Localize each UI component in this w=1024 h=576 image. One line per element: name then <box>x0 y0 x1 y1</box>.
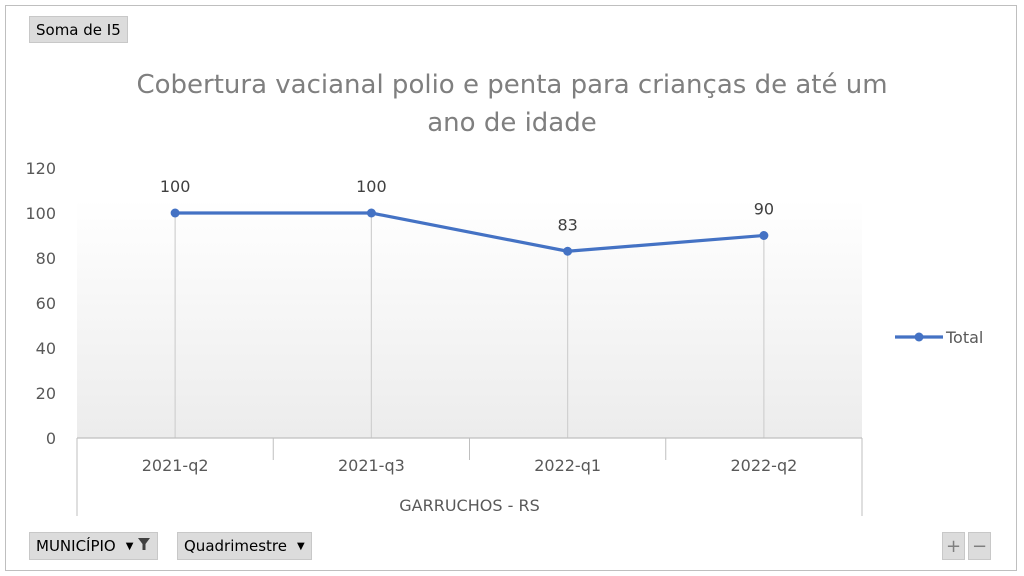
x-tick-label: 2022-q2 <box>730 456 797 475</box>
value-field-button[interactable]: Soma de I5 <box>29 16 128 43</box>
collapse-button[interactable]: − <box>968 532 991 560</box>
y-tick-label: 120 <box>25 159 56 178</box>
y-tick-label: 40 <box>36 339 56 358</box>
series-line <box>175 211 765 253</box>
data-label: 100 <box>356 177 387 196</box>
chart-title-line-2: ano de idade <box>427 108 597 138</box>
filter-icon[interactable] <box>137 537 151 555</box>
quadrimestre-field-button[interactable]: Quadrimestre ▼ <box>177 532 312 560</box>
data-label: 90 <box>754 200 774 219</box>
legend-label: Total <box>945 328 983 347</box>
data-label: 100 <box>160 177 191 196</box>
y-tick-label: 20 <box>36 384 56 403</box>
x-tick-label: 2021-q2 <box>142 456 209 475</box>
series-total <box>170 208 769 256</box>
expand-button[interactable]: + <box>942 532 965 560</box>
data-labels: 100 100 83 90 <box>160 177 774 234</box>
data-point <box>563 246 573 256</box>
x-tick-label: 2022-q1 <box>534 456 601 475</box>
data-label: 83 <box>557 215 577 234</box>
minus-icon: − <box>971 535 988 557</box>
data-point <box>759 231 769 240</box>
y-tick-label: 80 <box>36 249 56 268</box>
drop-lines <box>174 213 765 438</box>
y-axis: 0 20 40 60 80 100 120 <box>25 159 56 448</box>
y-tick-label: 0 <box>46 429 56 448</box>
y-tick-label: 100 <box>25 204 56 223</box>
data-point <box>170 208 180 218</box>
value-field-label: Soma de I5 <box>36 20 121 39</box>
municipio-field-button[interactable]: MUNICÍPIO ▼ <box>29 532 159 560</box>
legend-marker <box>914 332 924 342</box>
chart-title-line-1: Cobertura vacianal polio e penta para cr… <box>136 70 887 100</box>
y-tick-label: 60 <box>36 294 56 313</box>
x-axis-group-label: GARRUCHOS - RS <box>399 496 539 515</box>
plot-area <box>77 199 862 438</box>
plus-icon: + <box>945 535 962 557</box>
legend: Total <box>895 328 983 347</box>
x-tick-label: 2021-q3 <box>338 456 405 475</box>
chevron-down-icon[interactable]: ▼ <box>296 540 305 552</box>
municipio-field-label: MUNICÍPIO <box>36 537 116 555</box>
quadrimestre-field-label: Quadrimestre <box>184 537 287 555</box>
x-axis-categories: 2021-q2 2021-q3 2022-q1 2022-q2 <box>76 438 863 516</box>
data-point <box>366 208 376 218</box>
chevron-down-icon[interactable]: ▼ <box>125 540 134 552</box>
